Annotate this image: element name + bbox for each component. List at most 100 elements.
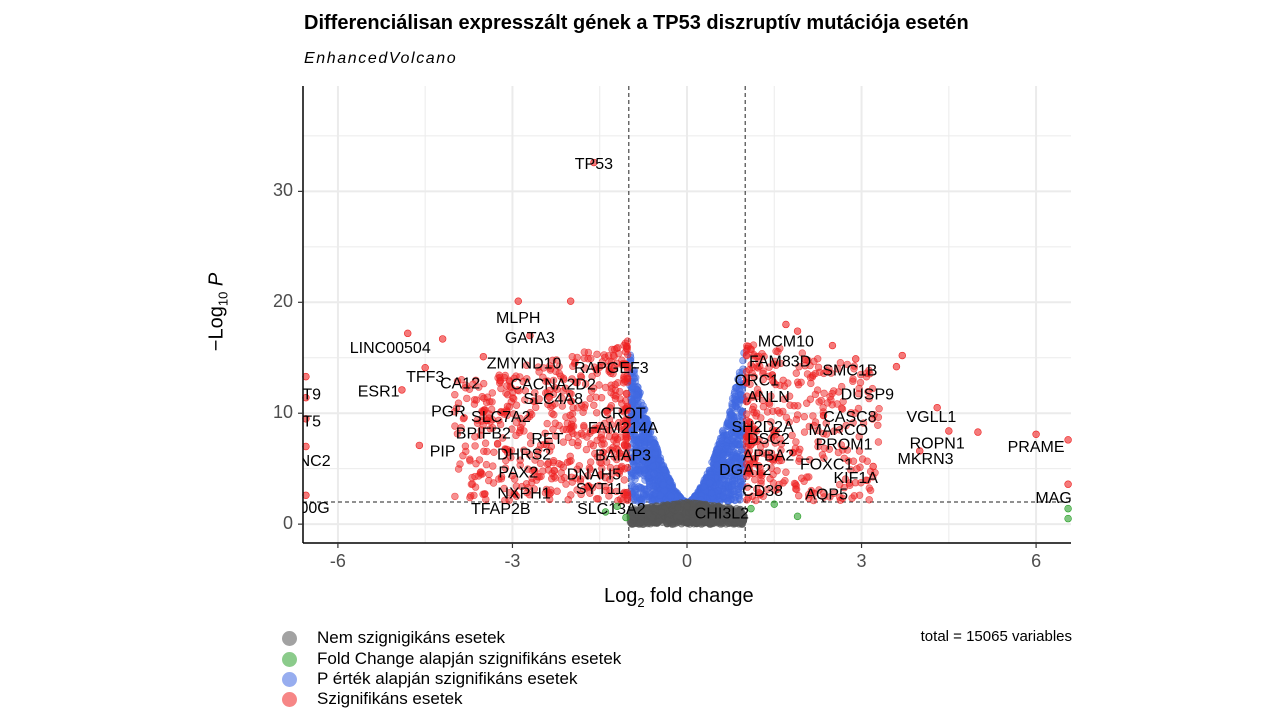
gene-label: CHI3L2 (695, 505, 749, 522)
point-p (736, 387, 744, 396)
point-sig (510, 395, 518, 403)
point-sig (611, 395, 620, 403)
point-sig (573, 431, 582, 439)
x-tick-label: 3 (857, 551, 867, 571)
point-p (639, 431, 647, 440)
point-p (644, 421, 652, 430)
highlight-point (415, 441, 424, 450)
point-sig (875, 405, 883, 413)
gene-label: RAPGEF3 (574, 360, 649, 377)
gene-label: SLC13A2 (577, 501, 646, 518)
point-sig (793, 378, 802, 386)
gene-label: SLC4A8 (523, 391, 583, 408)
gene-label: CA12 (440, 376, 480, 393)
point-sig (467, 480, 476, 488)
point-sig (483, 447, 491, 456)
point-sig (858, 455, 867, 463)
gene-label: FAM83D (749, 353, 811, 370)
point-sig (580, 348, 588, 356)
point-sig (489, 462, 497, 470)
gene-label: SLC7A2 (471, 409, 531, 426)
point-sig (621, 397, 630, 405)
gene-label: TP53 (575, 156, 613, 173)
point-p (661, 466, 669, 474)
point-sig (471, 442, 479, 450)
highlight-point (828, 341, 837, 350)
point-sig (833, 400, 841, 408)
legend-item-fc: Fold Change alapján szignifikáns esetek (282, 649, 621, 669)
chart-subtitle: EnhancedVolcano (304, 50, 458, 67)
gene-label: ORC1 (735, 372, 780, 389)
point-p (640, 485, 649, 493)
point-sig (485, 470, 493, 479)
point-sig (615, 349, 623, 358)
point-p (730, 457, 739, 465)
highlight-point (479, 352, 488, 361)
gene-label: LINC00504 (350, 340, 431, 357)
point-sig (467, 492, 475, 500)
highlight-point (1032, 430, 1040, 438)
gene-label: DUSP9 (841, 387, 894, 404)
point-sig (792, 369, 800, 377)
point-sig (582, 445, 591, 454)
point-p (713, 446, 722, 454)
point-p (632, 471, 641, 480)
point-sig (557, 475, 566, 484)
x-axis-label: Log2 fold change (604, 585, 754, 610)
gene-label: PGR (431, 403, 466, 420)
point-sig (619, 379, 628, 387)
legend-item-ns: Nem szignigikáns esetek (282, 628, 505, 648)
highlight-point (793, 512, 802, 521)
point-p (719, 456, 727, 465)
point-sig (590, 401, 598, 409)
highlight-point (1064, 514, 1072, 523)
point-p (659, 481, 667, 489)
point-ns (636, 519, 644, 527)
point-p (650, 469, 658, 478)
point-cloud (451, 337, 883, 528)
gene-label: PROM1 (816, 437, 873, 454)
gene-label: BAIAP3 (595, 448, 651, 465)
legend-dot-icon (282, 691, 297, 707)
point-p (660, 487, 669, 495)
point-p (634, 490, 642, 499)
point-ns (683, 502, 691, 510)
point-sig (543, 419, 551, 428)
point-sig (548, 409, 556, 418)
point-ns (646, 519, 655, 528)
point-sig (814, 363, 823, 371)
point-sig (512, 401, 521, 409)
point-p (633, 447, 642, 455)
legend-dot-icon (282, 651, 297, 667)
point-sig (794, 402, 802, 410)
point-sig (792, 485, 801, 494)
point-p (706, 479, 714, 487)
point-p (641, 476, 649, 484)
point-p (639, 464, 647, 472)
legend-label: Szignifikáns esetek (317, 689, 463, 708)
point-sig (866, 486, 875, 495)
point-ns (657, 508, 666, 516)
point-sig (800, 428, 809, 436)
gene-label: MCM10 (758, 333, 814, 350)
point-sig (451, 492, 459, 501)
point-sig (470, 396, 479, 404)
highlight-point (1064, 480, 1072, 488)
point-sig (482, 460, 491, 469)
point-sig (782, 468, 790, 476)
point-p (707, 489, 716, 497)
gene-label: BPIFB2 (456, 426, 511, 443)
point-sig (593, 350, 601, 358)
point-sig (743, 342, 751, 350)
gene-label: NXPH1 (497, 485, 550, 502)
point-p (630, 483, 639, 491)
highlight-point (438, 335, 447, 343)
point-sig (748, 405, 757, 414)
gene-label: DSC2 (747, 431, 790, 448)
gene-label: PIP (430, 443, 456, 460)
point-ns (675, 512, 684, 520)
point-sig (622, 344, 631, 352)
point-sig (475, 456, 484, 464)
point-sig (742, 410, 751, 418)
point-sig (565, 425, 574, 433)
